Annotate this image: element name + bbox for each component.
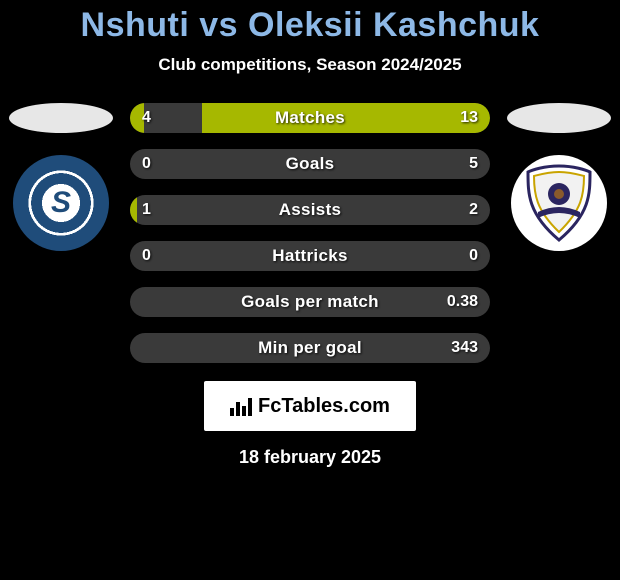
brand-logo: FcTables.com (204, 381, 416, 431)
stat-label: Min per goal (258, 338, 362, 358)
comparison-card: Nshuti vs Oleksii Kashchuk Club competit… (0, 0, 620, 468)
player-left-avatar-placeholder (9, 103, 113, 133)
stat-row: 1 Assists 2 (130, 195, 490, 225)
player-left-column (6, 103, 116, 251)
bar-fill-right (202, 103, 490, 133)
main-row: 4 Matches 13 0 Goals 5 1 Assists 2 0 Hattricks 0 Goa… (0, 103, 620, 363)
stat-label: Goals per match (241, 292, 379, 312)
stat-label: Matches (275, 108, 345, 128)
stat-value-right: 0.38 (447, 293, 478, 311)
subtitle: Club competitions, Season 2024/2025 (0, 55, 620, 75)
stat-value-right: 343 (451, 339, 478, 357)
page-title: Nshuti vs Oleksii Kashchuk (0, 6, 620, 45)
stat-row: 4 Matches 13 (130, 103, 490, 133)
bars-icon (230, 396, 252, 416)
stat-row: 0 Goals 5 (130, 149, 490, 179)
player-right-column (504, 103, 614, 251)
stat-value-left: 0 (142, 155, 151, 173)
stat-label: Assists (279, 200, 342, 220)
brand-name: FcTables.com (258, 395, 390, 418)
stat-value-right: 2 (469, 201, 478, 219)
stat-row: 0 Hattricks 0 (130, 241, 490, 271)
stat-value-right: 5 (469, 155, 478, 173)
bar-fill-left (130, 195, 137, 225)
stat-value-left: 0 (142, 247, 151, 265)
stat-value-left: 1 (142, 201, 151, 219)
player-right-avatar-placeholder (507, 103, 611, 133)
stat-label: Hattricks (272, 246, 347, 266)
shield-icon (524, 164, 594, 242)
stat-label: Goals (286, 154, 335, 174)
stat-value-right: 0 (469, 247, 478, 265)
stat-value-left: 4 (142, 109, 151, 127)
stats-bars: 4 Matches 13 0 Goals 5 1 Assists 2 0 Hattricks 0 Goa… (130, 103, 490, 363)
stat-value-right: 13 (460, 109, 478, 127)
club-badge-right (511, 155, 607, 251)
date-text: 18 february 2025 (0, 447, 620, 468)
stat-row: Min per goal 343 (130, 333, 490, 363)
stat-row: Goals per match 0.38 (130, 287, 490, 317)
club-badge-left (13, 155, 109, 251)
